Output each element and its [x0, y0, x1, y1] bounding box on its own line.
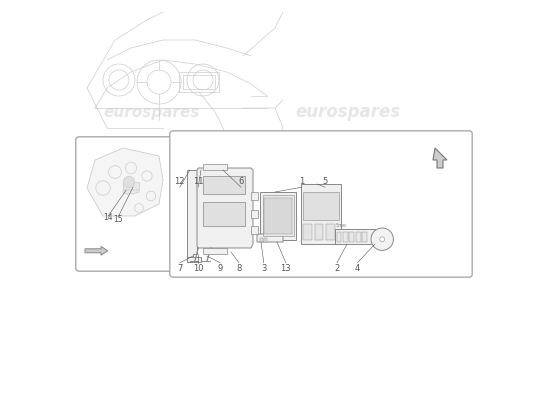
Bar [315, 224, 323, 240]
Bar [343, 232, 348, 242]
Circle shape [380, 237, 384, 242]
Circle shape [371, 228, 393, 250]
Bar [203, 164, 227, 170]
Polygon shape [187, 257, 201, 262]
Text: 2: 2 [334, 264, 340, 273]
Bar [260, 192, 296, 240]
Bar [264, 198, 292, 234]
Bar [349, 232, 354, 242]
Text: 3: 3 [261, 264, 267, 273]
Bar [303, 192, 339, 220]
Bar [262, 195, 294, 236]
Bar [123, 182, 139, 190]
Polygon shape [257, 234, 283, 242]
FancyBboxPatch shape [170, 131, 472, 277]
Bar [335, 229, 375, 244]
Polygon shape [197, 168, 253, 248]
Text: 5: 5 [322, 177, 328, 186]
Polygon shape [433, 148, 447, 168]
Circle shape [123, 176, 135, 188]
Bar [251, 210, 258, 218]
Text: 8: 8 [236, 264, 241, 273]
Text: 1: 1 [299, 177, 304, 186]
Text: 9: 9 [218, 264, 223, 273]
FancyBboxPatch shape [76, 137, 174, 271]
Bar [301, 184, 341, 244]
Bar [304, 224, 312, 240]
Bar [260, 238, 262, 242]
Text: 15: 15 [113, 215, 123, 224]
Text: 5me: 5me [336, 223, 347, 228]
Text: 11: 11 [193, 177, 204, 186]
Polygon shape [85, 246, 108, 255]
Bar [251, 226, 258, 234]
Polygon shape [187, 170, 197, 262]
Polygon shape [87, 148, 163, 216]
Text: 4: 4 [355, 264, 360, 273]
Bar [356, 232, 361, 242]
Bar [264, 238, 267, 242]
Text: 14: 14 [103, 214, 113, 222]
Bar [203, 248, 227, 254]
Text: 12: 12 [174, 177, 185, 186]
Bar [326, 224, 334, 240]
Text: 6: 6 [238, 177, 244, 186]
Bar [203, 176, 245, 194]
Text: eurospares: eurospares [103, 104, 200, 120]
Text: eurospares: eurospares [115, 234, 194, 246]
Text: eurospares: eurospares [263, 233, 351, 247]
Bar [203, 202, 245, 226]
Text: 7: 7 [177, 264, 183, 273]
Text: eurospares: eurospares [295, 103, 400, 121]
Text: 13: 13 [280, 264, 291, 273]
Bar [362, 232, 367, 242]
Text: 10: 10 [193, 264, 204, 273]
Polygon shape [123, 190, 139, 194]
Bar [251, 192, 258, 200]
Bar [337, 232, 342, 242]
